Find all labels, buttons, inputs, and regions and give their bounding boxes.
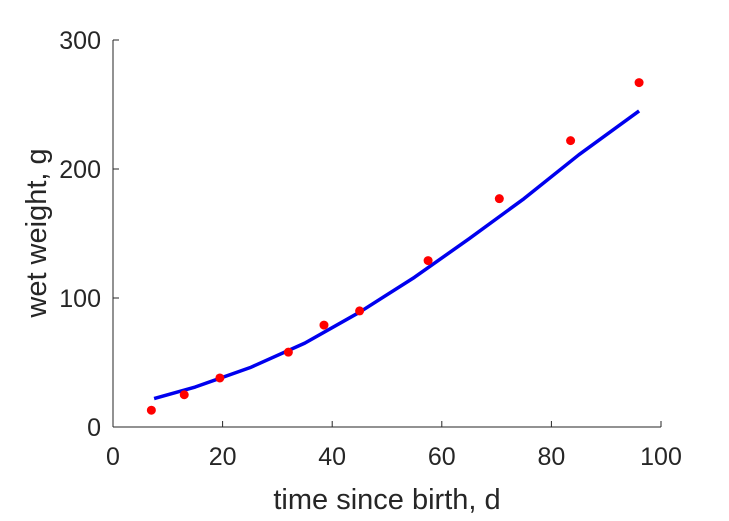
y-tick-label: 0 [87,414,101,442]
data-point [494,194,504,204]
x-tick-label: 80 [537,443,565,471]
data-point [423,256,433,266]
x-axis-label: time since birth, d [273,484,500,516]
plot-area: 0 20 40 60 80 100 0 100 200 300 [59,27,682,471]
data-point [634,78,644,88]
x-tick-label: 20 [209,443,237,471]
x-tick-label: 0 [106,443,120,471]
y-tick-label: 300 [59,27,101,55]
data-point [215,373,225,383]
data-point [179,390,189,400]
y-axis-ticks: 0 100 200 300 [59,27,119,442]
data-point [355,306,365,316]
data-point [319,320,329,330]
data-point [566,136,576,146]
y-axis-label: wet weight, g [21,148,53,318]
data-point [283,347,293,357]
x-axis-ticks: 0 20 40 60 80 100 [106,421,682,471]
x-tick-label: 40 [318,443,346,471]
series-layer [146,78,644,415]
x-tick-label: 100 [640,443,682,471]
y-tick-label: 200 [59,156,101,184]
data-point [146,405,156,415]
y-tick-label: 100 [59,285,101,313]
fit-curve [153,109,641,401]
x-tick-label: 60 [428,443,456,471]
